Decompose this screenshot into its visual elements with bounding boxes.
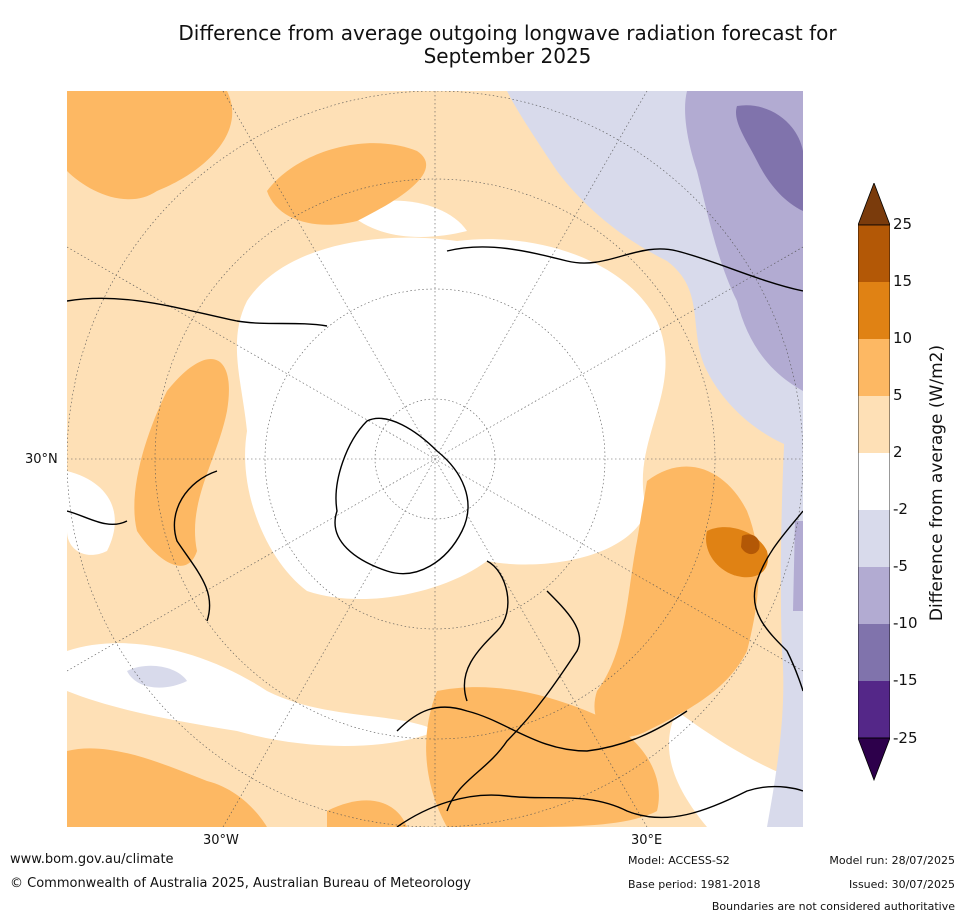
lat-label-30n: 30°N: [25, 452, 58, 467]
colorbar-bin-m10-m15: [858, 624, 890, 681]
colorbar-tick: 25: [893, 215, 913, 233]
colorbar-bin-5-10: [858, 339, 890, 396]
colorbar-tick: 5: [893, 386, 903, 404]
footer-url[interactable]: www.bom.gov.au/climate: [10, 852, 174, 867]
colorbar-bin-2-5: [858, 396, 890, 453]
colorbar-bin-m15-m25: [858, 681, 890, 738]
colorbar-tick: -15: [893, 671, 918, 689]
greenland-outline: [334, 417, 469, 575]
colorbar-tick: -2: [893, 500, 908, 518]
footer-base-period: Base period: 1981-2018: [628, 878, 761, 891]
footer-model-run: Model run: 28/07/2025: [829, 854, 955, 867]
anomaly-5-10-regions: [67, 91, 759, 827]
colorbar-label: Difference from average (W/m2): [927, 344, 947, 622]
colorbar-bin-m5-m10: [858, 567, 890, 624]
lon-label-30w: 30°W: [203, 833, 239, 848]
colorbar-tick: 10: [893, 329, 913, 347]
footer-copyright: © Commonwealth of Australia 2025, Austra…: [10, 876, 471, 891]
polar-map: [67, 91, 803, 827]
colorbar-bin-10-15: [858, 282, 890, 339]
title-line-2: September 2025: [423, 44, 592, 68]
asia-east-coast: [753, 510, 803, 692]
africa-coast: [396, 785, 803, 827]
colorbar: [858, 183, 890, 782]
colorbar-bin-15-25: [858, 225, 890, 282]
anomaly-15-25-region: [741, 534, 760, 555]
colorbar-upper-extension: [858, 183, 890, 226]
lon-label-30e: 30°E: [631, 833, 663, 848]
north-america-coast: [67, 297, 328, 622]
europe-coast: [396, 706, 688, 752]
footer-issued: Issued: 30/07/2025: [848, 878, 955, 891]
title-line-1: Difference from average outgoing longwav…: [178, 21, 837, 45]
footer-model: Model: ACCESS-S2: [628, 854, 730, 867]
colorbar-tick: -5: [893, 557, 908, 575]
anomaly-negative-regions: [127, 91, 803, 827]
colorbar-bin-m2-m5: [858, 510, 890, 567]
chart-title: Difference from average outgoing longwav…: [100, 22, 915, 68]
footer-disclaimer: Boundaries are not considered authoritat…: [711, 900, 955, 913]
colorbar-tick: 15: [893, 272, 913, 290]
eurasia-coast: [446, 246, 803, 812]
colorbar-tick: -25: [893, 729, 918, 747]
colorbar-lower-extension: [858, 737, 890, 782]
coastlines: [67, 246, 803, 827]
colorbar-tick: -10: [893, 614, 918, 632]
graticule: [67, 91, 803, 827]
colorbar-bin-neutral: [858, 453, 890, 510]
colorbar-tick: 2: [893, 443, 903, 461]
